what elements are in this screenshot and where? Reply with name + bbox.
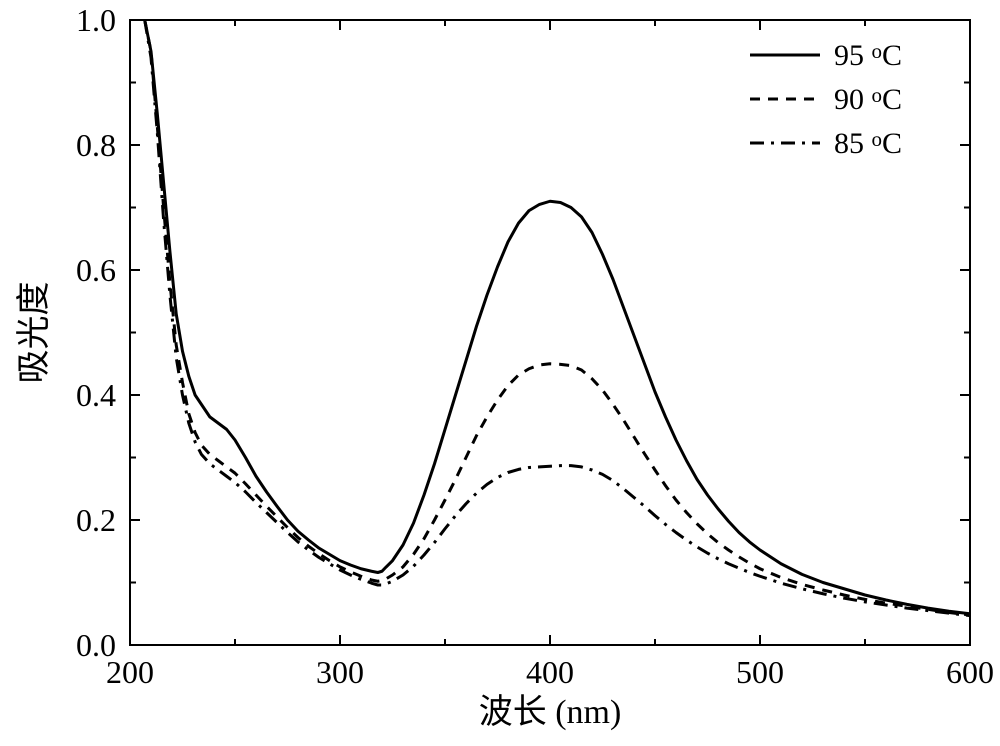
x-tick-label: 500 <box>736 654 784 690</box>
y-tick-label: 0.6 <box>76 252 116 288</box>
x-axis-label: 波长 (nm) <box>479 693 622 731</box>
legend-label-1: 90 oC <box>834 83 902 116</box>
y-tick-label: 0.2 <box>76 502 116 538</box>
y-tick-label: 0.0 <box>76 627 116 663</box>
y-tick-label: 0.4 <box>76 377 116 413</box>
y-axis-label: 吸光度 <box>15 282 53 384</box>
x-tick-label: 600 <box>946 654 994 690</box>
x-tick-label: 300 <box>316 654 364 690</box>
legend-label-0: 95 oC <box>834 39 902 72</box>
chart-svg: 2003004005006000.00.20.40.60.81.0波长 (nm)… <box>0 0 1000 746</box>
legend-label-2: 85 oC <box>834 127 902 160</box>
absorbance-chart: 2003004005006000.00.20.40.60.81.0波长 (nm)… <box>0 0 1000 746</box>
y-tick-label: 1.0 <box>76 2 116 38</box>
y-tick-label: 0.8 <box>76 127 116 163</box>
x-tick-label: 400 <box>526 654 574 690</box>
